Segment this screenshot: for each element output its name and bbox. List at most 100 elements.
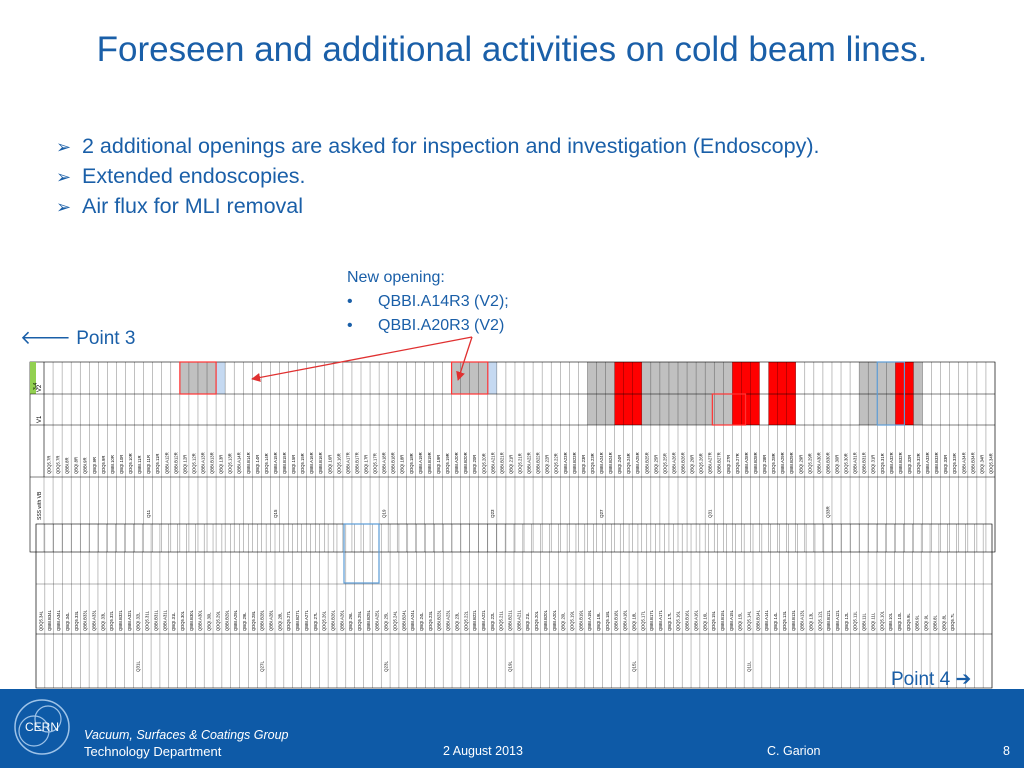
column-label: QBBI.A14R bbox=[237, 452, 242, 474]
column-label: QDQ5.24L bbox=[392, 610, 397, 631]
column-label: QBQI.13L bbox=[808, 612, 813, 631]
row-label: V1 bbox=[37, 415, 43, 423]
column-label: QDQ5.11R bbox=[155, 454, 160, 474]
group-label: Q27L bbox=[259, 660, 264, 672]
column-label: QDQ5.7R bbox=[47, 456, 52, 474]
callout-item: • QBBI.A14R3 (V2); bbox=[347, 293, 509, 310]
column-label: QBBI.B19R bbox=[427, 452, 432, 474]
group-label: Q19L bbox=[507, 660, 512, 672]
column-label: QBQI.18L bbox=[631, 612, 636, 631]
footer-bar: CERN Vacuum, Surfaces & Coatings Group T… bbox=[0, 689, 1024, 768]
column-label: QBQI.23R bbox=[581, 455, 586, 474]
column-label: QBQI.33R bbox=[943, 455, 948, 474]
column-label: QBBI.A29R bbox=[780, 452, 785, 474]
column-label: QDQ5.20L bbox=[534, 610, 539, 631]
callout-item: • QBBI.A20R3 (V2) bbox=[347, 317, 505, 334]
column-label: QBBI.A21R bbox=[490, 452, 495, 474]
column-label: QDQ5.10R bbox=[128, 453, 133, 474]
column-label: QDQ5.21R bbox=[517, 453, 522, 474]
column-label: QBQI.8R bbox=[74, 457, 79, 474]
column-label: QBBI.B32L bbox=[118, 609, 123, 631]
highlight-cell bbox=[641, 362, 669, 425]
column-label: QBBI.A24R bbox=[599, 452, 604, 474]
column-label: QBBI.B26R bbox=[681, 452, 686, 474]
column-label: QBBI.B13R bbox=[210, 452, 215, 474]
column-label: QBBI.10R bbox=[110, 455, 115, 474]
column-label: QBQI.26L bbox=[348, 612, 353, 631]
column-label: QDQ5.13R bbox=[228, 453, 233, 474]
column-label: QBBI.A34R bbox=[961, 452, 966, 474]
column-label: QDQ5.22L bbox=[463, 610, 468, 631]
highlight-box bbox=[876, 361, 906, 426]
column-label: QDQ5.17L bbox=[640, 610, 645, 631]
column-label: QDQ5.17R bbox=[373, 453, 378, 474]
group-label: Q23L bbox=[383, 660, 388, 672]
column-label: QBBI.A24L bbox=[410, 609, 415, 631]
column-label: QBQI.23L bbox=[454, 612, 459, 631]
column-label: QBBI.B32R bbox=[898, 452, 903, 474]
column-label: QBBI.10L bbox=[888, 612, 893, 631]
column-label: QBBI.A31L bbox=[162, 609, 167, 631]
column-label: QBBI.11L bbox=[862, 612, 867, 631]
column-label: QDQ5.26L bbox=[322, 610, 327, 631]
column-label: QDQ5.19R bbox=[445, 453, 450, 474]
column-label: QBBI.A22L bbox=[481, 609, 486, 631]
highlight-cell bbox=[216, 362, 226, 394]
column-label: QDQ5.22R bbox=[554, 453, 559, 474]
column-label: QBBI.8L bbox=[932, 615, 937, 631]
column-label: QBQI.24L bbox=[419, 612, 424, 631]
column-label: QDQ5.9L bbox=[906, 613, 911, 631]
column-label: QBQI.28R bbox=[762, 455, 767, 474]
group-label: Q15 bbox=[273, 509, 278, 518]
right-arrow-icon: ➔ bbox=[950, 669, 972, 690]
column-label: QBQI.8L bbox=[941, 614, 946, 631]
column-label: QBBI.B18R bbox=[391, 452, 396, 474]
column-label: QBBI.A13R bbox=[200, 452, 205, 474]
column-label: QBBI.A28L bbox=[269, 609, 274, 631]
column-label: QBBI.B22L bbox=[472, 609, 477, 631]
arrow-bullet-icon: ➢ bbox=[56, 197, 72, 217]
column-label: QBQI.34R bbox=[979, 455, 984, 474]
column-label: QBQI.14L bbox=[773, 612, 778, 631]
column-label: QDQ5.26R bbox=[699, 453, 704, 474]
column-label: QDQ5.29R bbox=[807, 453, 812, 474]
column-label: QBQI.21L bbox=[525, 612, 530, 631]
column-label: QDQ5.23R bbox=[590, 453, 595, 474]
column-label: QBQI.15R bbox=[291, 455, 296, 474]
column-label: QBBI.B27L bbox=[295, 609, 300, 631]
group-label: Q33R bbox=[825, 505, 830, 518]
green-cell bbox=[30, 362, 36, 394]
column-label: QBBI.B16L bbox=[685, 609, 690, 631]
inspection-table: 3-4V2 V1 SSS with VB QDQ5.7R QDQ5.7R QBBI.8R Q… bbox=[29, 336, 996, 689]
column-label: QBBI.A26L bbox=[339, 609, 344, 631]
column-label: QDQ5.25L bbox=[357, 610, 362, 631]
column-label: QBBI.A19R bbox=[418, 452, 423, 474]
dept-line-2: Technology Department bbox=[84, 744, 222, 759]
column-label: QBBI.B29L bbox=[224, 609, 229, 631]
column-label: QBBI.B29R bbox=[789, 452, 794, 474]
group-label: Q15L bbox=[631, 660, 636, 672]
column-label: QDQ5.10L bbox=[879, 610, 884, 631]
group-label: Q31 bbox=[708, 509, 713, 518]
highlight-box bbox=[343, 523, 380, 584]
column-label: QBBI.B12R bbox=[173, 452, 178, 474]
column-label: QBBI.A16R bbox=[309, 452, 314, 474]
column-label: QBBI.A14L bbox=[764, 609, 769, 631]
svg-text:CERN: CERN bbox=[25, 720, 59, 734]
column-label: QBBI.A17R bbox=[345, 452, 350, 474]
column-label: QBBI.A17L bbox=[658, 609, 663, 631]
column-label: QBBI.A15L bbox=[729, 609, 734, 631]
column-label: QBBI.B20R bbox=[463, 452, 468, 474]
column-label: QDQ5.30R bbox=[844, 453, 849, 474]
column-label: QDQ5.27R bbox=[735, 453, 740, 474]
column-label: QBQI.11R bbox=[146, 455, 151, 474]
opening-box bbox=[179, 361, 217, 395]
column-label: QBQI.31L bbox=[171, 612, 176, 631]
column-label: QDQ5.32R bbox=[916, 453, 921, 474]
column-label: QDQ5.15L bbox=[711, 610, 716, 631]
dept-line-1: Vacuum, Surfaces & Coatings Group bbox=[84, 728, 289, 742]
column-label: QBQI.32R bbox=[907, 455, 912, 474]
column-label: QBBI.A28R bbox=[744, 452, 749, 474]
column-label: QDQ5.7L bbox=[950, 613, 955, 631]
column-label: QDQ5.21L bbox=[499, 610, 504, 631]
